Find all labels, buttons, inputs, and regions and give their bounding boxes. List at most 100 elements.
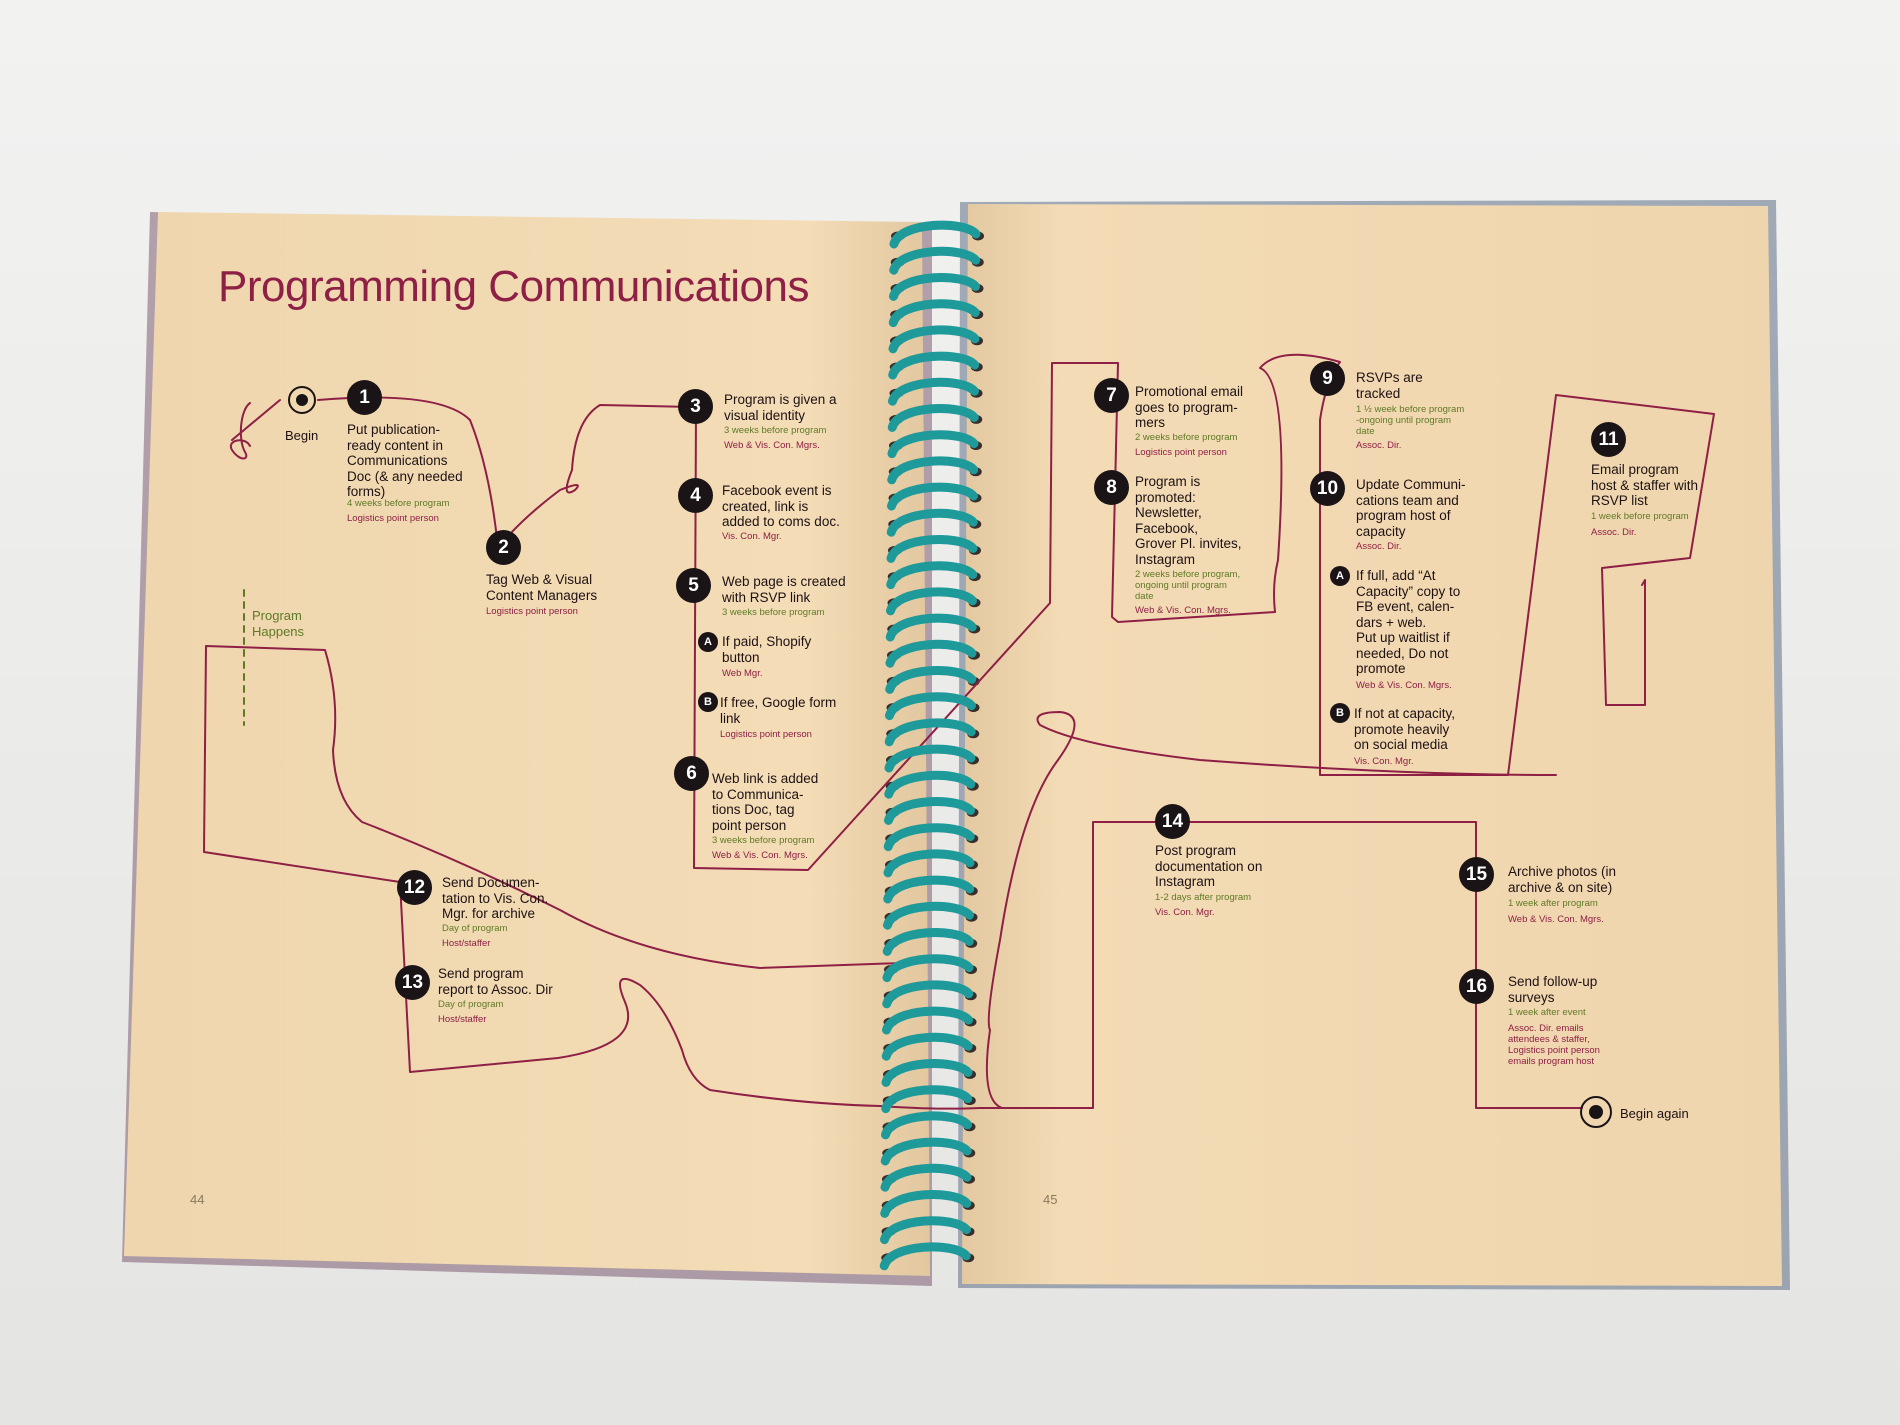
substep-a-owner: Web Mgr.	[722, 668, 763, 679]
step-3-text: Program is given a visual identity	[724, 392, 837, 423]
spiral-coil	[881, 1111, 972, 1140]
left-page	[124, 212, 930, 1276]
substep-not-full-owner: Vis. Con. Mgr.	[1354, 756, 1414, 767]
spiral-coil	[889, 273, 980, 301]
step-8-timing: 2 weeks before program, ongoing until pr…	[1135, 569, 1241, 602]
spiral-coil	[880, 1190, 972, 1218]
step-5-marker: 5	[676, 568, 711, 603]
step-6-marker: 6	[674, 756, 709, 791]
spiral-coil	[888, 377, 979, 406]
step-7-text: Promotional email goes to program- mers	[1135, 384, 1244, 430]
step-10-marker: 10	[1310, 471, 1345, 506]
step-1-owner: Logistics point person	[347, 513, 439, 524]
step-7-marker: 7	[1094, 378, 1129, 413]
spiral-coil	[887, 430, 979, 459]
step-11-owner: Assoc. Dir.	[1591, 527, 1637, 538]
step-9-text: RSVPs are tracked	[1356, 370, 1423, 401]
step-3-marker: 3	[678, 389, 713, 424]
page-number-right: 45	[1043, 1192, 1058, 1207]
substep-full-marker: A	[1330, 566, 1350, 586]
spiral-coil	[882, 1006, 973, 1035]
spiral-coil	[885, 692, 976, 721]
spiral-coil	[882, 980, 974, 1009]
spiral-coil	[888, 351, 980, 380]
step-11-timing: 1 week before program	[1591, 511, 1689, 522]
spiral-coil	[887, 482, 978, 511]
step-1-text: Put publication- ready content in Commun…	[347, 422, 463, 499]
step-11-text: Email program host & staffer with RSVP l…	[1591, 462, 1699, 508]
spiral-coil	[883, 849, 975, 878]
step-14-marker: 14	[1155, 804, 1190, 839]
spiral-coil	[880, 1163, 972, 1192]
substep-b-marker: B	[698, 692, 718, 712]
substep-a-text: If paid, Shopify button	[722, 634, 812, 665]
step-16-owner: Assoc. Dir. emails attendees & staffer, …	[1508, 1023, 1600, 1067]
step-5-text: Web page is created with RSVP link	[722, 574, 846, 605]
substep-full-text: If full, add “At Capacity” copy to FB ev…	[1356, 568, 1461, 676]
step-8-text: Program is promoted: Newsletter, Faceboo…	[1135, 474, 1242, 567]
step-14-owner: Vis. Con. Mgr.	[1155, 907, 1215, 918]
step-4-owner: Vis. Con. Mgr.	[722, 531, 782, 542]
begin-label: Begin	[285, 428, 319, 443]
spiral-coil	[883, 901, 974, 930]
spiral-coil	[884, 797, 975, 825]
step-12-marker: 12	[397, 870, 432, 905]
step-5-timing: 3 weeks before program	[722, 607, 825, 618]
step-14-timing: 1-2 days after program	[1155, 892, 1252, 903]
substep-not-full-text: If not at capacity, promote heavily on s…	[1354, 706, 1456, 752]
step-13-owner: Host/staffer	[438, 1014, 487, 1025]
spiral-coil	[880, 1137, 972, 1166]
step-7-timing: 2 weeks before program	[1135, 432, 1238, 443]
spiral-coil	[886, 535, 978, 563]
step-6-text: Web link is added to Communica- tions Do…	[712, 771, 819, 833]
step-15-text: Archive photos (in archive & on site)	[1508, 864, 1617, 895]
step-16-timing: 1 week after event	[1508, 1007, 1586, 1018]
spiral-coil	[886, 587, 977, 616]
step-15-timing: 1 week after program	[1508, 898, 1598, 909]
spiral-coil	[889, 220, 981, 249]
spiral-coil	[881, 1032, 973, 1061]
begin-again-marker	[1580, 1096, 1612, 1128]
step-16-marker: 16	[1459, 969, 1494, 1004]
substep-not-full-marker: B	[1330, 703, 1350, 723]
step-13-text: Send program report to Assoc. Dir	[438, 966, 553, 997]
spiral-coil	[880, 1216, 971, 1245]
spiral-coil	[882, 954, 974, 983]
step-14-text: Post program documentation on Instagram	[1155, 843, 1263, 889]
step-12-text: Send Documen- tation to Vis. Con. Mgr. f…	[442, 875, 549, 921]
step-9-timing: 1 ½ week before program -ongoing until p…	[1356, 404, 1465, 437]
step-15-owner: Web & Vis. Con. Mgrs.	[1508, 914, 1604, 925]
step-6-owner: Web & Vis. Con. Mgrs.	[712, 850, 808, 861]
step-8-owner: Web & Vis. Con. Mgrs.	[1135, 605, 1231, 616]
step-13-marker: 13	[395, 965, 430, 1000]
step-8-marker: 8	[1094, 470, 1129, 505]
step-2-text: Tag Web & Visual Content Managers	[486, 572, 598, 603]
spiral-coil	[882, 928, 974, 956]
spiral-coil	[887, 404, 979, 432]
step-6-timing: 3 weeks before program	[712, 835, 815, 846]
page-number-left: 44	[190, 1192, 205, 1207]
spiral-coil	[881, 1059, 973, 1087]
spiral-coil	[879, 1242, 971, 1271]
spiral-coil	[886, 508, 978, 537]
step-16-text: Send follow-up surveys	[1508, 974, 1598, 1005]
spiral-coil	[888, 325, 980, 354]
spiral-coil	[888, 299, 980, 328]
step-12-owner: Host/staffer	[442, 938, 491, 949]
spiral-coil	[885, 639, 977, 668]
step-1-timing: 4 weeks before program	[347, 498, 450, 509]
spiral-coil	[884, 718, 976, 747]
step-11-marker: 11	[1591, 422, 1626, 457]
begin-marker	[288, 386, 316, 414]
step-2-marker: 2	[486, 530, 521, 565]
step-1-marker: 1	[347, 380, 382, 415]
spiral-coil	[884, 744, 976, 773]
step-2-owner: Logistics point person	[486, 606, 578, 617]
substep-full-owner: Web & Vis. Con. Mgrs.	[1356, 680, 1452, 691]
page-title: Programming Communications	[218, 262, 810, 311]
step-4-text: Facebook event is created, link is added…	[722, 483, 840, 529]
step-15-marker: 15	[1459, 857, 1494, 892]
step-3-owner: Web & Vis. Con. Mgrs.	[724, 440, 820, 451]
spiral-coil	[883, 823, 975, 852]
